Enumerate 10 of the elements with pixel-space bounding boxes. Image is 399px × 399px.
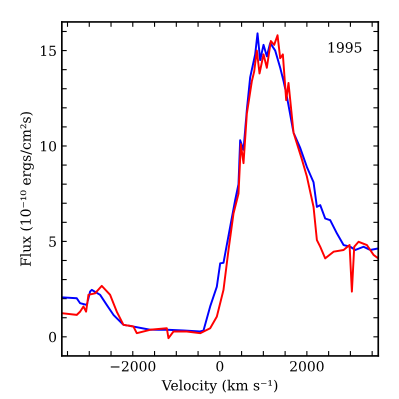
x-axis-title: Velocity (km s⁻¹) (162, 380, 278, 394)
y-tick-label: 5 (49, 236, 56, 247)
x-tick-label: 0 (216, 361, 224, 372)
x-tick-label: −2000 (110, 361, 156, 372)
annotation: 1995 (328, 42, 362, 53)
y-tick-label: 10 (41, 140, 56, 152)
y-axis-title: Flux (10⁻¹⁰ ergs/cm²s) (20, 112, 34, 266)
y-tick-label: 15 (41, 46, 56, 56)
y-tick-label: 0 (49, 332, 56, 342)
x-tick-label: 2000 (290, 361, 324, 372)
